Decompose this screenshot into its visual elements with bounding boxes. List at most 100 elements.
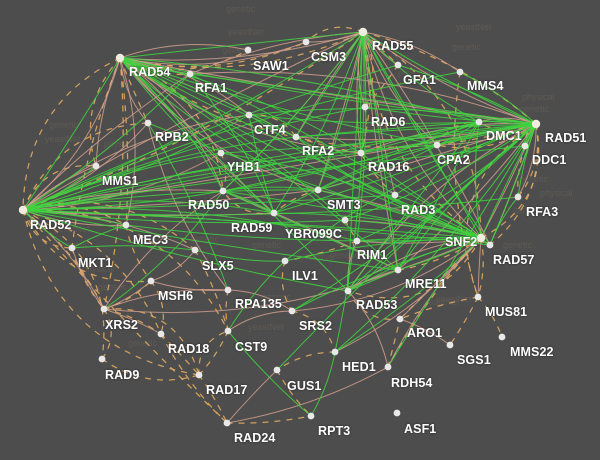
graph-node-srs2[interactable] [288,307,296,315]
physical-edge [362,31,461,73]
graph-node-rad3[interactable] [391,191,399,199]
graph-node-rad57[interactable] [486,241,494,249]
graph-node-hed1[interactable] [331,348,339,356]
graph-node-gfa1[interactable] [394,61,402,69]
coexpression-edge [22,57,121,211]
coexpression-edge [295,31,364,138]
physical-edge [362,31,537,125]
node-layer[interactable] [18,27,541,427]
graph-node-cst9[interactable] [224,327,232,335]
graph-node-aro1[interactable] [396,315,404,323]
graph-node-rad17[interactable] [195,371,203,379]
graph-node-rad55[interactable] [358,27,368,37]
genetic-edge [489,123,539,246]
watermark-label: genetic [98,282,128,292]
coexpression-edge [397,64,537,125]
watermark-label: genetic [222,45,252,55]
watermark-label: physical [196,152,229,162]
watermark-label: yeastNet [45,134,81,144]
graph-node-mus81[interactable] [474,293,482,301]
graph-node-ctf4[interactable] [245,111,253,119]
graph-node-rpa135[interactable] [224,286,232,294]
graph-node-cpa2[interactable] [433,141,441,149]
genetic-edge [160,333,200,376]
coexpression-edge [22,209,73,249]
graph-node-msh6[interactable] [147,277,155,285]
graph-node-gus1[interactable] [273,366,281,374]
graph-node-rpt3[interactable] [307,412,315,420]
coexpression-edge [22,209,349,292]
coexpression-edge [334,237,482,353]
graph-node-yhb1[interactable] [217,149,225,157]
watermark-label: yeastNet [352,122,388,132]
genetic-edge [453,71,479,298]
physical-edge [362,31,438,146]
genetic-edge [477,237,484,298]
graph-node-slx5[interactable] [191,246,199,254]
coexpression-edge [71,224,127,249]
coexpression-edge [362,31,482,239]
graph-node-rfa3[interactable] [514,193,522,201]
coexpression-edge [284,123,537,262]
coexpression-edge [22,194,396,211]
watermark-label: yeastNet [54,224,90,234]
graph-node-rad54[interactable] [115,53,125,63]
graph-node-mec3[interactable] [122,221,130,229]
graph-node-rad53[interactable] [344,287,352,295]
graph-node-mre11[interactable] [394,266,402,274]
coexpression-edge [119,57,537,125]
graph-node-xrs2[interactable] [100,305,108,313]
physical-edge [119,44,249,59]
graph-node-rad24[interactable] [223,419,231,427]
graph-node-mms4[interactable] [456,68,464,76]
graph-node-dmc1[interactable] [475,118,483,126]
coexpression-edge [362,31,399,271]
graph-node-rad51[interactable] [531,119,541,129]
graph-node-mms1[interactable] [92,162,100,170]
graph-node-asf1[interactable] [393,409,401,417]
graph-node-ybr099c[interactable] [341,216,349,224]
graph-node-saw1[interactable] [244,46,252,54]
coexpression-edge [276,123,537,371]
genetic-edge [362,31,374,108]
graph-node-ddc1[interactable] [521,142,529,150]
graph-node-csm3[interactable] [302,38,310,46]
graph-node-rad9[interactable] [98,355,106,363]
watermark-label: genetic [180,168,210,178]
coexpression-edge [356,31,367,242]
graph-node-ilv1[interactable] [281,257,289,265]
graph-node-snf2[interactable] [476,233,486,243]
graph-node-rad52[interactable] [18,205,28,215]
coexpression-edge [360,121,480,154]
physical-edge [477,237,482,298]
coexpression-edge [22,145,526,211]
coexpression-edge [22,31,364,211]
coexpression-edge-layer [22,31,537,417]
graph-node-rdh54[interactable] [384,363,392,371]
genetic-edge [347,290,401,321]
coexpression-edge [474,121,482,239]
graph-node-rpb2[interactable] [144,119,152,127]
graph-node-rfa2[interactable] [292,133,300,141]
graph-node-rfa1[interactable] [186,70,194,78]
graph-node-smt3[interactable] [314,186,322,194]
graph-node-rad16[interactable] [357,149,365,157]
coexpression-edge [227,330,312,417]
genetic-edge [22,209,200,376]
graph-node-rad59[interactable] [270,209,278,217]
coexpression-edge [489,196,519,246]
coexpression-edge [517,123,537,198]
graph-node-mkt1[interactable] [68,244,76,252]
coexpression-edge [222,190,275,214]
watermark-label: genetic [519,174,549,184]
graph-node-rim1[interactable] [353,237,361,245]
graph-node-sgs1[interactable] [446,341,454,349]
watermark-layer: genetic yeastNet genetic yeastNet genetic gen… [45,4,573,348]
graph-node-rad50[interactable] [219,187,227,195]
graph-node-rad6[interactable] [361,103,369,111]
graph-node-rad18[interactable] [157,330,165,338]
graph-node-mms22[interactable] [498,333,506,341]
genetic-edge [198,330,229,376]
